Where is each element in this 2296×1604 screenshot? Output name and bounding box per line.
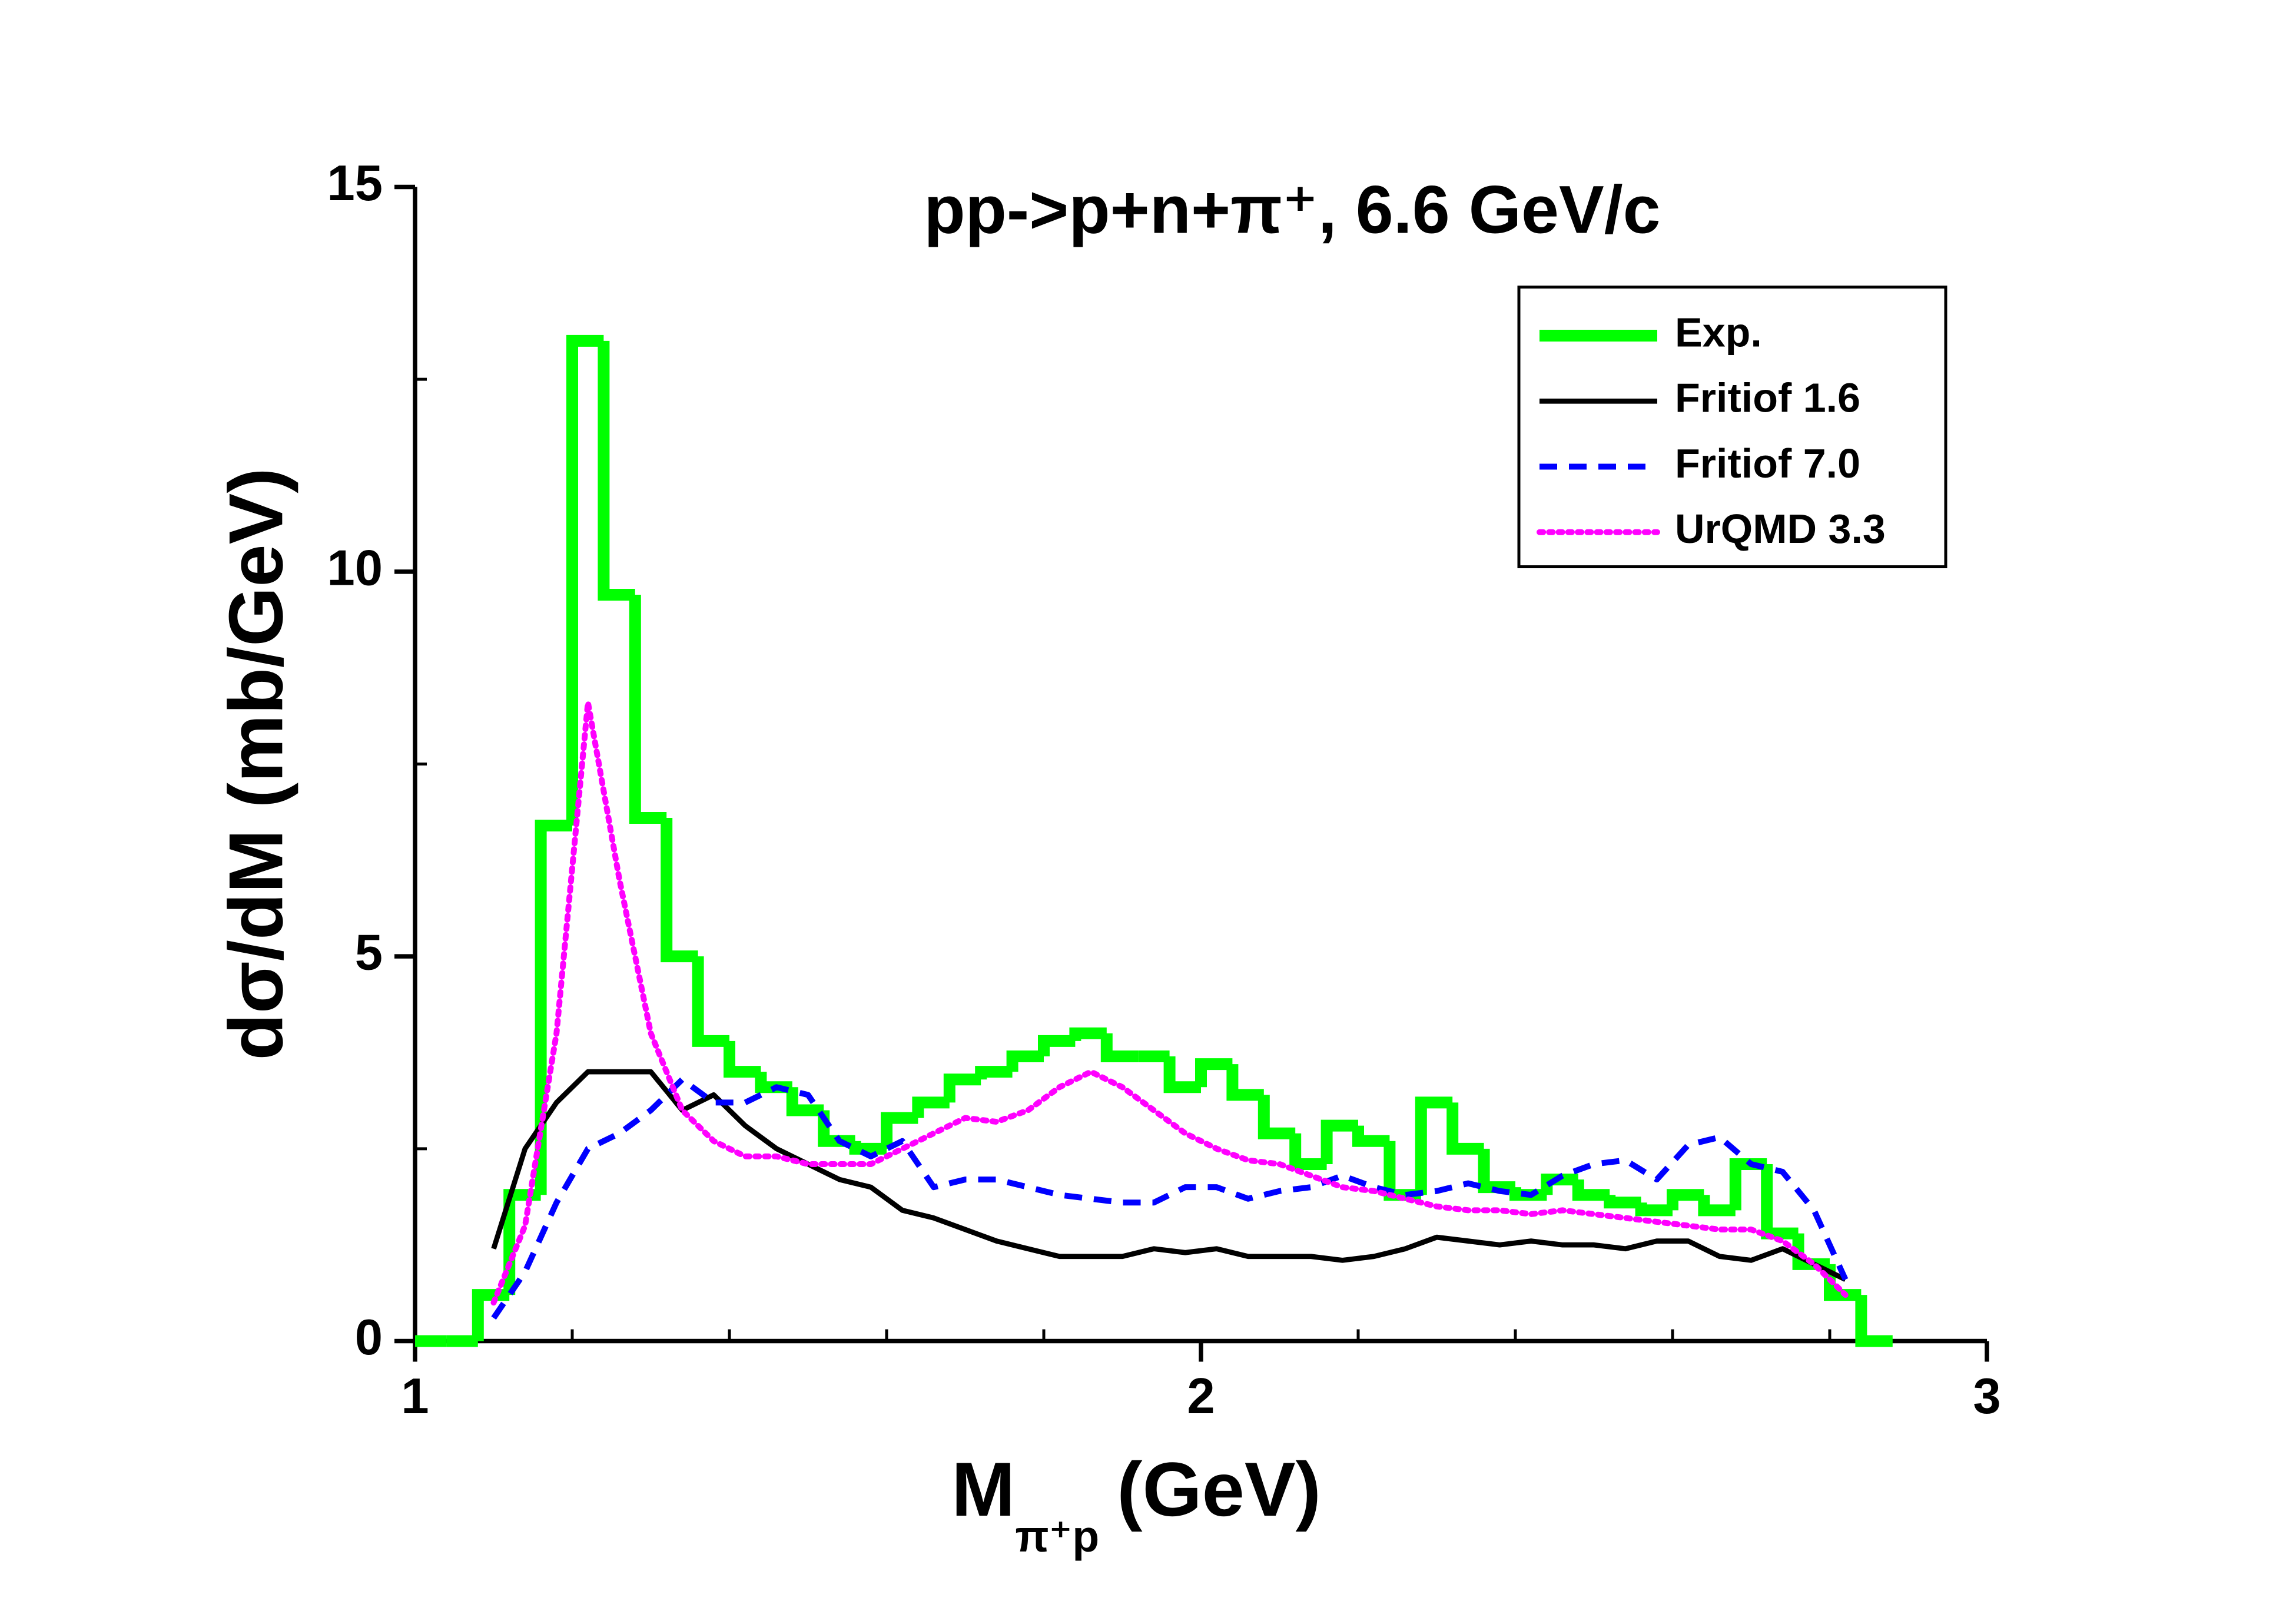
histogram-step [535,820,572,1195]
histogram-step [1824,1264,1862,1301]
histogram-step [1038,1035,1076,1057]
histogram-step [1667,1189,1704,1211]
legend-label: UrQMD 3.3 [1675,506,1886,552]
histogram-step [1320,1119,1358,1164]
histogram-step [692,956,729,1047]
histogram-step [1572,1179,1610,1201]
x-tick-label: 3 [1973,1368,2000,1424]
x-label-subscript: π⁺p [1015,1512,1099,1561]
y-tick-label: 10 [327,540,383,596]
histogram-step [1069,1027,1107,1041]
histogram-step [1604,1195,1641,1209]
series-line [491,1076,1849,1320]
y-tick-label: 0 [355,1310,383,1366]
histogram-step [1100,1033,1139,1063]
histogram-step [881,1112,918,1149]
histogram-step [1541,1174,1578,1195]
histogram-step [1352,1125,1390,1147]
histogram-step [1635,1202,1673,1217]
histogram-step [661,817,698,963]
histogram-step [1006,1050,1044,1072]
histogram-step [1698,1195,1736,1217]
histogram-step [1163,1056,1201,1093]
histogram-step [1258,1095,1296,1139]
series-line [491,1069,1847,1282]
legend-label: Fritiof 1.6 [1675,375,1860,421]
histogram-step [1855,1295,1893,1347]
histogram-step [943,1073,981,1103]
histogram-step [566,334,604,826]
histogram-step [1415,1096,1453,1195]
histogram-step [1226,1064,1264,1101]
histogram-step [849,1141,887,1155]
x-tick-label: 2 [1187,1368,1215,1424]
histogram-step [1289,1133,1327,1170]
legend-label: Fritiof 7.0 [1675,440,1860,486]
y-tick-label: 5 [355,925,383,981]
histogram-step [598,340,635,601]
y-tick-label: 15 [327,155,383,211]
chart-title: pp->p+n+π⁺, 6.6 GeV/c [924,172,1660,247]
histogram-step [629,595,667,824]
y-axis-label: dσ/dM (mb/GeV) [213,468,298,1060]
histogram-step [1195,1058,1233,1088]
histogram-step [724,1040,761,1078]
histogram-step [1446,1102,1484,1155]
histogram-step [1478,1148,1515,1194]
x-label-unit: (GeV) [1117,1446,1321,1532]
x-label-main: M [951,1446,1015,1532]
x-axis-label: Mπ⁺p (GeV) [951,1446,1321,1560]
histogram-step [912,1096,950,1118]
series-line [490,699,1849,1306]
legend-label: Exp. [1675,309,1762,355]
x-tick-label: 1 [401,1368,429,1424]
histogram-step [975,1066,1013,1080]
histogram-step [786,1087,824,1116]
